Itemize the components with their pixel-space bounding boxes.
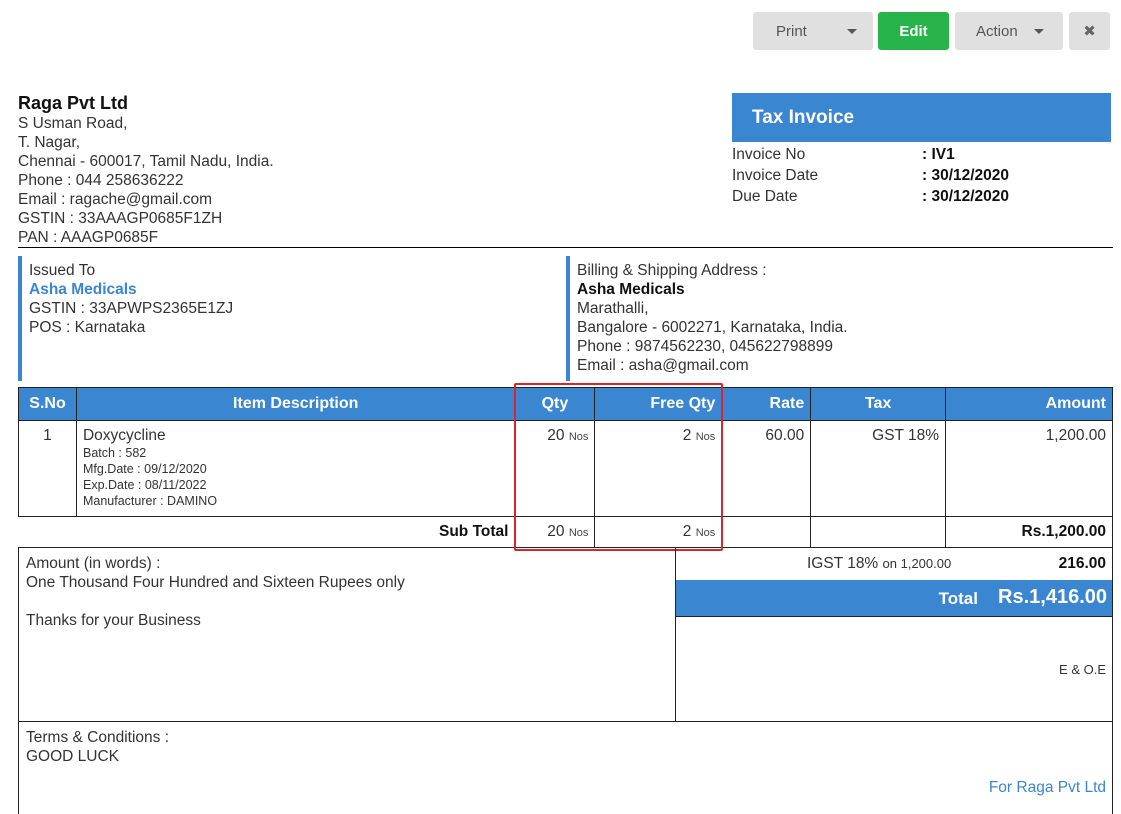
edit-button-label: Edit	[899, 22, 928, 40]
close-button[interactable]: ✖	[1069, 12, 1110, 50]
billing-line: Bangalore - 6002271, Karnataka, India.	[577, 319, 848, 336]
cell-tax: GST 18%	[810, 420, 947, 517]
signatory-text: For Raga Pvt Ltd	[988, 779, 1106, 796]
column-header: Amount	[945, 387, 1113, 421]
billing-accent-bar	[566, 256, 570, 381]
table-header-row: S.No Item Description Qty Free Qty Rate …	[18, 387, 1113, 421]
terms-text: GOOD LUCK	[26, 748, 120, 765]
amount-words-label: Amount (in words) :	[26, 555, 161, 572]
subtotal-free-qty: 2 Nos	[594, 516, 723, 548]
qty-value: 20	[547, 427, 565, 444]
terms-heading: Terms & Conditions :	[26, 729, 169, 746]
free-qty-value: 2	[682, 427, 692, 444]
column-header: S.No	[18, 387, 77, 421]
total-divider	[676, 616, 1112, 617]
thanks-text: Thanks for your Business	[26, 612, 201, 629]
company-address-line: T. Nagar,	[18, 134, 81, 151]
subtotal-label: Sub Total	[17, 516, 516, 548]
chevron-down-icon	[1034, 29, 1044, 34]
issued-to-accent-bar	[18, 256, 22, 381]
billing-line: Marathalli,	[577, 300, 649, 317]
igst-base: on 1,200.00	[882, 556, 952, 571]
due-date-value: : 30/12/2020	[922, 188, 1010, 205]
igst-rate: IGST 18%	[807, 555, 879, 572]
table-row: 1 Doxycycline Batch : 582 Mfg.Date : 09/…	[18, 420, 1113, 517]
cell-rate: 60.00	[721, 420, 812, 517]
subtotal-free-qty-unit: Nos	[695, 527, 716, 539]
company-address-line: Chennai - 600017, Tamil Nadu, India.	[18, 153, 274, 170]
company-pan: PAN : AAAGP0685F	[18, 229, 159, 246]
print-button-label: Print	[776, 22, 807, 40]
company-gstin: GSTIN : 33AAAGP0685F1ZH	[18, 210, 223, 227]
invoice-title-bar: Tax Invoice	[732, 93, 1111, 142]
total-bar: Total Rs.1,416.00	[676, 580, 1112, 616]
issued-to-pos: POS : Karnataka	[29, 319, 146, 336]
print-button[interactable]: Print	[753, 12, 873, 50]
subtotal-tax-empty	[810, 516, 947, 548]
subtotal-qty: 20 Nos	[514, 516, 596, 548]
total-value: Rs.1,416.00	[998, 586, 1107, 608]
item-detail: Batch : 582	[82, 446, 147, 460]
billing-heading: Billing & Shipping Address :	[577, 262, 767, 279]
eoe-text: E & O.E	[1059, 662, 1106, 677]
edit-button[interactable]: Edit	[878, 12, 949, 50]
subtotal-amount: Rs.1,200.00	[945, 516, 1113, 548]
due-date-label: Due Date	[732, 188, 798, 205]
company-email: Email : ragache@gmail.com	[18, 191, 213, 208]
action-button-label: Action	[976, 22, 1018, 40]
subtotal-qty-value: 20	[547, 523, 565, 540]
invoice-title: Tax Invoice	[752, 107, 855, 128]
total-label: Total	[938, 589, 978, 608]
billing-line: Email : asha@gmail.com	[577, 357, 749, 374]
highlight-box	[514, 383, 723, 551]
terms-left-border	[18, 721, 19, 814]
column-header: Rate	[721, 387, 812, 421]
cell-amount: 1,200.00	[945, 420, 1113, 517]
column-header: Item Description	[75, 387, 516, 421]
item-name: Doxycycline	[82, 427, 166, 444]
subtotal-rate-empty	[721, 516, 812, 548]
column-header: Free Qty	[594, 387, 723, 421]
issued-to-name[interactable]: Asha Medicals	[29, 281, 137, 298]
action-button[interactable]: Action	[955, 12, 1063, 50]
summary-right-box	[675, 548, 1113, 722]
cell-qty: 20 Nos	[514, 420, 596, 517]
cell-item: Doxycycline Batch : 582 Mfg.Date : 09/12…	[75, 420, 516, 517]
chevron-down-icon	[847, 29, 857, 34]
invoice-no-value: : IV1	[922, 146, 955, 163]
invoice-date-label: Invoice Date	[732, 167, 819, 184]
subtotal-free-qty-value: 2	[682, 523, 692, 540]
column-header: Qty	[514, 387, 596, 421]
item-detail: Mfg.Date : 09/12/2020	[82, 462, 207, 476]
header-divider	[18, 247, 1113, 248]
company-phone: Phone : 044 258636222	[18, 172, 184, 189]
terms-right-border	[1112, 721, 1113, 814]
company-name: Raga Pvt Ltd	[18, 93, 129, 113]
amount-words-value: One Thousand Four Hundred and Sixteen Ru…	[26, 574, 405, 591]
igst-label: IGST 18% on 1,200.00	[807, 554, 951, 573]
subtotal-row: Sub Total 20 Nos 2 Nos Rs.1,200.00	[17, 516, 1113, 548]
billing-name: Asha Medicals	[577, 281, 685, 298]
cell-sno: 1	[18, 420, 77, 517]
company-address-line: S Usman Road,	[18, 115, 128, 132]
subtotal-qty-unit: Nos	[568, 527, 589, 539]
issued-to-heading: Issued To	[29, 262, 96, 279]
cell-free-qty: 2 Nos	[594, 420, 723, 517]
close-icon: ✖	[1083, 23, 1096, 40]
invoice-no-label: Invoice No	[732, 146, 806, 163]
qty-unit: Nos	[568, 431, 589, 443]
column-header: Tax	[810, 387, 947, 421]
items-table: S.No Item Description Qty Free Qty Rate …	[17, 387, 1113, 548]
issued-to-gstin: GSTIN : 33APWPS2365E1ZJ	[29, 300, 234, 317]
invoice-date-value: : 30/12/2020	[922, 167, 1010, 184]
igst-value: 216.00	[1058, 555, 1106, 572]
free-qty-unit: Nos	[695, 431, 716, 443]
item-detail: Exp.Date : 08/11/2022	[82, 478, 207, 492]
item-detail: Manufacturer : DAMINO	[82, 494, 218, 508]
billing-line: Phone : 9874562230, 045622798899	[577, 338, 833, 355]
